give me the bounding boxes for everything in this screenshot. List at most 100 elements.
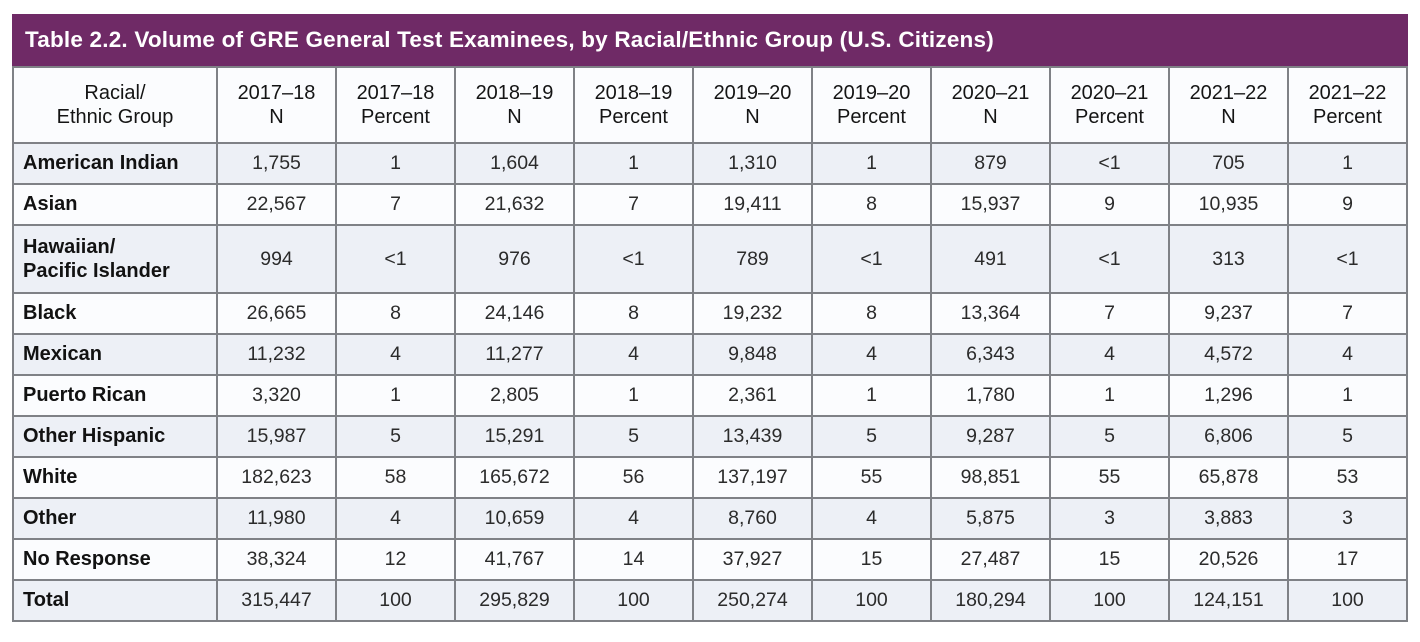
data-cell: 56: [575, 458, 692, 497]
data-cell: 8,760: [694, 499, 811, 538]
data-cell: 182,623: [218, 458, 335, 497]
data-cell: 1: [813, 144, 930, 183]
data-cell: 12: [337, 540, 454, 579]
data-cell: 5,875: [932, 499, 1049, 538]
data-cell: 313: [1170, 226, 1287, 292]
data-cell: <1: [575, 226, 692, 292]
data-cell: 100: [813, 581, 930, 620]
data-cell: 2,805: [456, 376, 573, 415]
column-header-9: 2021–22 N: [1170, 68, 1287, 142]
table-row-other: Other 11,980 4 10,659 4 8,760 4 5,875 3 3,883 3: [14, 499, 1406, 538]
data-table: Racial/ Ethnic Group 2017–18 N 2017–18 Per…: [12, 66, 1408, 622]
data-cell: 58: [337, 458, 454, 497]
column-header-6: 2019–20 Percent: [813, 68, 930, 142]
data-cell: 21,632: [456, 185, 573, 224]
column-header-2: 2017–18 Percent: [337, 68, 454, 142]
data-cell: 4: [1051, 335, 1168, 374]
data-cell: 180,294: [932, 581, 1049, 620]
data-cell: 1,296: [1170, 376, 1287, 415]
table-row-american-indian: American Indian 1,755 1 1,604 1 1,310 1 879 <1 70…: [14, 144, 1406, 183]
header-row: Racial/ Ethnic Group 2017–18 N 2017–18 Per…: [14, 68, 1406, 142]
data-cell: 165,672: [456, 458, 573, 497]
column-header-1: 2017–18 N: [218, 68, 335, 142]
data-cell: 3,320: [218, 376, 335, 415]
row-label: American Indian: [14, 144, 216, 183]
data-cell: 4: [337, 335, 454, 374]
data-cell: 9,287: [932, 417, 1049, 456]
data-cell: <1: [1051, 144, 1168, 183]
row-label: Hawaiian/ Pacific Islander: [14, 226, 216, 292]
data-cell: 4: [575, 335, 692, 374]
data-cell: 976: [456, 226, 573, 292]
data-cell: 1,604: [456, 144, 573, 183]
table-header: Racial/ Ethnic Group 2017–18 N 2017–18 Per…: [14, 68, 1406, 142]
data-cell: 7: [575, 185, 692, 224]
data-cell: 315,447: [218, 581, 335, 620]
data-cell: 11,232: [218, 335, 335, 374]
data-cell: 5: [575, 417, 692, 456]
data-cell: 5: [337, 417, 454, 456]
data-cell: 4: [813, 499, 930, 538]
data-cell: 8: [337, 294, 454, 333]
data-cell: 22,567: [218, 185, 335, 224]
data-cell: 41,767: [456, 540, 573, 579]
data-cell: 2,361: [694, 376, 811, 415]
row-label: Asian: [14, 185, 216, 224]
data-cell: 1: [575, 144, 692, 183]
column-header-10: 2021–22 Percent: [1289, 68, 1406, 142]
table-row-hawaiian-pacific-islander: Hawaiian/ Pacific Islander 994 <1 976 <1 789 <…: [14, 226, 1406, 292]
data-cell: 8: [813, 185, 930, 224]
data-cell: 1,780: [932, 376, 1049, 415]
data-cell: 1: [1051, 376, 1168, 415]
data-cell: 879: [932, 144, 1049, 183]
table-row-mexican: Mexican 11,232 4 11,277 4 9,848 4 6,343 4 4,572 4: [14, 335, 1406, 374]
data-cell: 55: [1051, 458, 1168, 497]
data-cell: 13,439: [694, 417, 811, 456]
data-cell: 3: [1289, 499, 1406, 538]
data-cell: 15,937: [932, 185, 1049, 224]
data-cell: 10,935: [1170, 185, 1287, 224]
data-cell: 1: [813, 376, 930, 415]
data-cell: 4: [813, 335, 930, 374]
table-row-total: Total 315,447 100 295,829 100 250,274 100 180,2…: [14, 581, 1406, 620]
table-row-black: Black 26,665 8 24,146 8 19,232 8 13,364 7 9,237 7: [14, 294, 1406, 333]
data-cell: 4: [1289, 335, 1406, 374]
table-row-asian: Asian 22,567 7 21,632 7 19,411 8 15,937 9 10,935 9: [14, 185, 1406, 224]
column-header-7: 2020–21 N: [932, 68, 1049, 142]
data-cell: 100: [1289, 581, 1406, 620]
data-cell: 15: [813, 540, 930, 579]
data-cell: 3: [1051, 499, 1168, 538]
data-cell: 13,364: [932, 294, 1049, 333]
table-title-bar: Table 2.2. Volume of GRE General Test Ex…: [12, 14, 1408, 66]
data-cell: 3,883: [1170, 499, 1287, 538]
row-label: No Response: [14, 540, 216, 579]
column-header-5: 2019–20 N: [694, 68, 811, 142]
data-cell: 9,848: [694, 335, 811, 374]
data-cell: 4: [575, 499, 692, 538]
data-cell: 8: [813, 294, 930, 333]
data-cell: 4,572: [1170, 335, 1287, 374]
column-header-group: Racial/ Ethnic Group: [14, 68, 216, 142]
table-row-other-hispanic: Other Hispanic 15,987 5 15,291 5 13,439 5 9,287…: [14, 417, 1406, 456]
data-cell: 705: [1170, 144, 1287, 183]
data-cell: 17: [1289, 540, 1406, 579]
row-label: White: [14, 458, 216, 497]
data-cell: 9,237: [1170, 294, 1287, 333]
data-cell: 10,659: [456, 499, 573, 538]
data-cell: 1: [1289, 376, 1406, 415]
data-cell: 53: [1289, 458, 1406, 497]
data-cell: 4: [337, 499, 454, 538]
data-cell: 9: [1289, 185, 1406, 224]
row-label: Other: [14, 499, 216, 538]
table-title: Table 2.2. Volume of GRE General Test Ex…: [25, 27, 994, 52]
data-cell: 5: [1051, 417, 1168, 456]
data-cell: 38,324: [218, 540, 335, 579]
data-cell: 24,146: [456, 294, 573, 333]
data-cell: 11,277: [456, 335, 573, 374]
data-cell: <1: [1051, 226, 1168, 292]
data-cell: 295,829: [456, 581, 573, 620]
data-cell: 994: [218, 226, 335, 292]
data-cell: 26,665: [218, 294, 335, 333]
data-cell: 1: [337, 376, 454, 415]
data-cell: 55: [813, 458, 930, 497]
